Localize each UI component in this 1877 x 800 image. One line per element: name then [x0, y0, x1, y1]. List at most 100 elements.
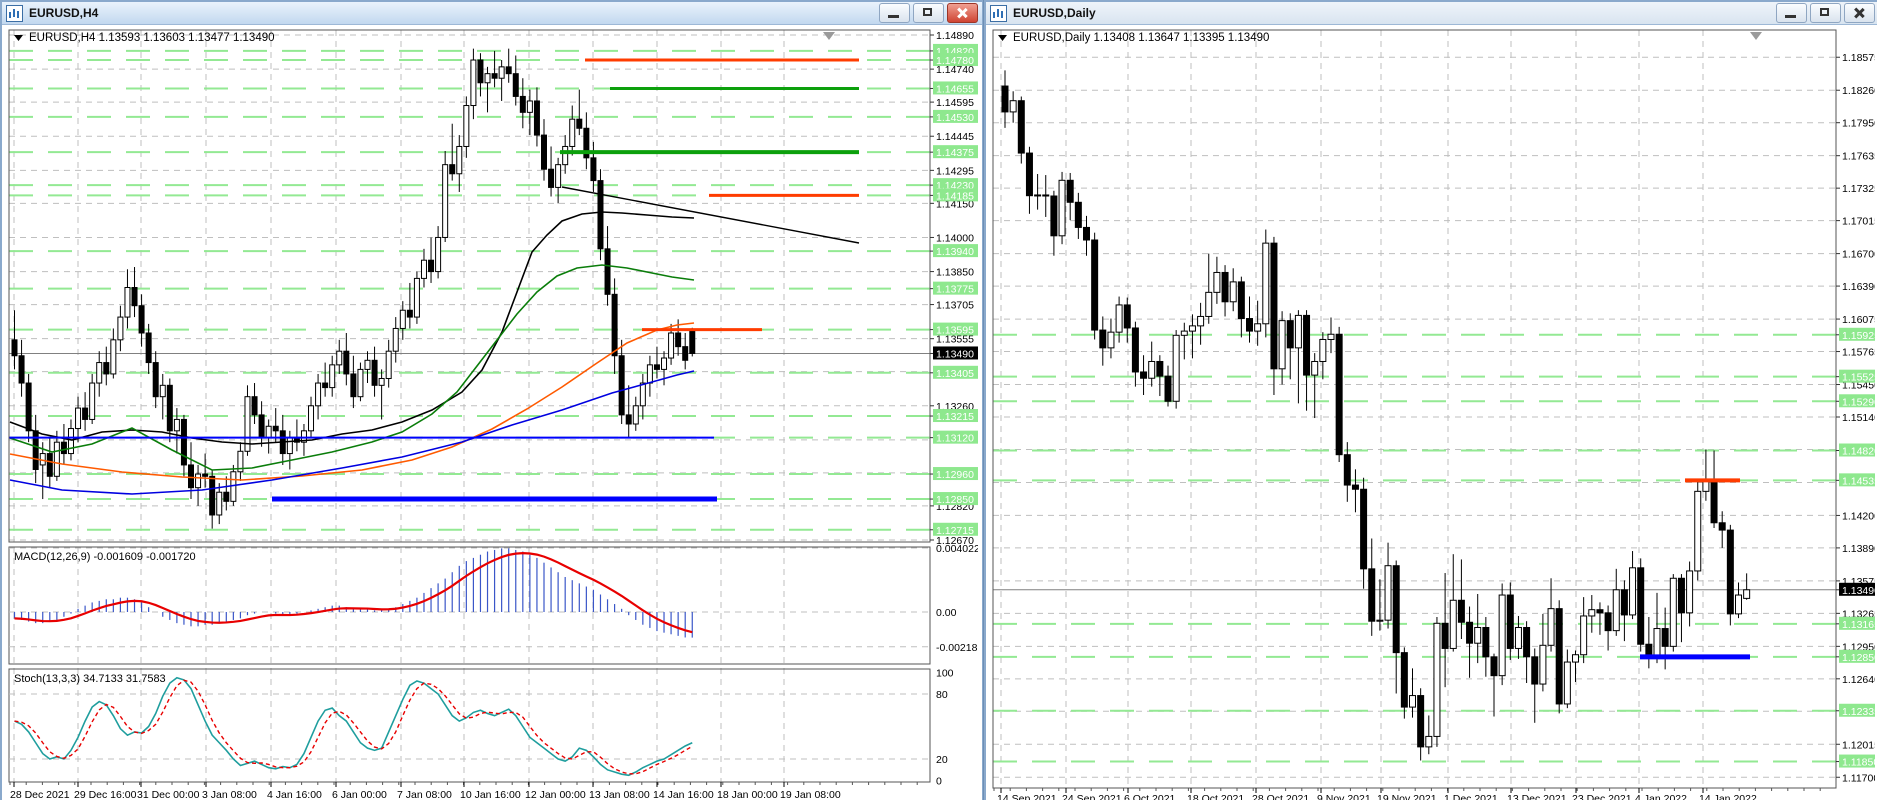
price-axis-label: 1.12640	[1842, 674, 1875, 686]
time-axis-label: 31 Dec 00:00	[137, 789, 200, 800]
daily-chart-canvas[interactable]: 1.18575 1.18260 1.17950 1.17635 1.17325 1.170…	[986, 25, 1875, 800]
time-axis-label: 14 Jan 16:00	[653, 789, 714, 800]
price-axis-label: 1.14595	[936, 97, 974, 109]
macd-axis-label: 0.004022	[936, 543, 978, 555]
pane-borders	[992, 29, 1837, 789]
price-axis-label: 1.13555	[936, 334, 974, 346]
close-button[interactable]	[947, 3, 978, 23]
current-price-badge: 1.13490	[936, 348, 974, 360]
sr-price-badge: 1.14185	[936, 190, 974, 202]
time-axis-label: 7 Jan 08:00	[397, 789, 452, 800]
minimize-button[interactable]	[1776, 3, 1807, 23]
time-axis-label: 10 Jan 16:00	[460, 789, 521, 800]
restore-button[interactable]	[1810, 3, 1841, 23]
time-axis-label: 28 Dec 2021	[10, 789, 70, 800]
descending-trendline[interactable]	[561, 186, 860, 244]
price-level-lines	[9, 58, 859, 502]
time-axis-label: 28 Oct 2021	[1252, 793, 1309, 800]
time-axis-label: 29 Dec 16:00	[74, 789, 137, 800]
time-axis-label: 1 Dec 2021	[1444, 793, 1498, 800]
window-title: EURUSD,Daily	[1013, 6, 1096, 20]
chart-shift-marker-icon[interactable]	[1750, 32, 1762, 40]
time-axis-label: 19 Nov 2021	[1377, 793, 1437, 800]
restore-icon	[1820, 8, 1829, 16]
current-price-badge: 1.13490	[1842, 585, 1875, 597]
stoch-axis-label: 20	[936, 754, 948, 766]
chart-client-daily[interactable]: 1.18575 1.18260 1.17950 1.17635 1.17325 1.170…	[986, 25, 1877, 800]
price-axis-label: 1.18575	[1842, 52, 1875, 64]
restore-button[interactable]	[913, 3, 944, 23]
sr-price-badge: 1.15290	[1842, 396, 1875, 408]
sr-price-badge: 1.15925	[1842, 330, 1875, 342]
titlebar-h4[interactable]: EURUSD,H4	[2, 2, 982, 25]
time-axis-label: 4 Jan 16:00	[267, 789, 322, 800]
sr-price-badge: 1.14530	[936, 112, 974, 124]
price-axis: 1.14890 1.14740 1.14595 1.14445 1.14295 1.141…	[930, 30, 978, 788]
ma-green	[9, 264, 695, 471]
price-axis-label: 1.17015	[1842, 216, 1875, 228]
time-axis-label: 19 Jan 08:00	[780, 789, 841, 800]
price-axis-label: 1.15140	[1842, 412, 1875, 424]
symbol-dropdown-arrow-icon[interactable]	[14, 35, 23, 41]
stochastic-pane	[9, 693, 930, 760]
time-axis-label: 14 Jan 2022	[1699, 793, 1757, 800]
stoch-axis-label: 80	[936, 689, 948, 701]
time-axis-label: 13 Jan 08:00	[589, 789, 650, 800]
sr-price-badge: 1.13595	[936, 325, 974, 337]
price-axis-label: 1.14000	[936, 232, 974, 244]
chart-window-daily[interactable]: EURUSD,Daily 1.18575 1.18260 1.17950 1.1763…	[984, 0, 1877, 800]
h4-chart-canvas[interactable]: MACD(12,26,9) -0.001609 -0.001720 Stoch(1…	[2, 25, 978, 800]
price-axis-label: 1.12015	[1842, 739, 1875, 751]
close-icon	[948, 4, 977, 22]
sr-price-badge: 1.13165	[1842, 619, 1875, 631]
time-axis-label: 9 Nov 2021	[1317, 793, 1371, 800]
stoch-axis-label: 0	[936, 776, 942, 788]
price-axis-label: 1.15765	[1842, 347, 1875, 359]
price-axis-label: 1.12670	[936, 535, 974, 547]
chart-client-h4[interactable]: MACD(12,26,9) -0.001609 -0.001720 Stoch(1…	[2, 25, 982, 800]
chart-icon	[990, 4, 1007, 22]
ma-black	[9, 211, 695, 445]
price-level-lines	[1640, 478, 1750, 660]
sr-price-badge: 1.14535	[1842, 475, 1875, 487]
price-axis-label: 1.14200	[1842, 510, 1875, 522]
macd-signal-line	[14, 552, 693, 634]
pane-borders	[8, 29, 931, 783]
sr-price-badge: 1.15525	[1842, 372, 1875, 384]
support-resistance-dashed-lines	[9, 49, 930, 531]
horizontal-gridlines	[9, 34, 930, 541]
price-axis-label: 1.14890	[936, 30, 974, 42]
sr-price-badge: 1.14820	[1842, 446, 1875, 458]
time-axis-label: 23 Dec 2021	[1572, 793, 1632, 800]
price-axis-label: 1.13890	[1842, 543, 1875, 555]
price-axis-label: 1.16075	[1842, 314, 1875, 326]
time-axis-label: 3 Jan 08:00	[202, 789, 257, 800]
time-axis: 14 Sep 2021 24 Sep 2021 6 Oct 2021 18 Oct 2…	[993, 788, 1821, 800]
vertical-gridlines	[1000, 30, 1704, 788]
restore-icon	[923, 8, 932, 16]
price-axis-label: 1.13850	[936, 267, 974, 279]
stoch-indicator-label: Stoch(13,3,3) 34.7133 31.7583	[14, 673, 166, 685]
ohlc-info-text: EURUSD,Daily 1.13408 1.13647 1.13395 1.1…	[1013, 32, 1269, 44]
close-button[interactable]	[1844, 3, 1875, 23]
chart-window-h4[interactable]: EURUSD,H4 MACD(12,26,9) -0.001609 -0.001…	[0, 0, 984, 800]
price-axis-label: 1.16700	[1842, 249, 1875, 261]
sr-price-badge: 1.12335	[1842, 706, 1875, 718]
macd-axis-label: 0.00	[936, 607, 957, 619]
sr-price-badge: 1.12850	[1842, 652, 1875, 664]
ohlc-info-text: EURUSD,H4 1.13593 1.13603 1.13477 1.1349…	[29, 32, 275, 44]
price-axis-label: 1.16390	[1842, 281, 1875, 293]
time-axis-label: 14 Sep 2021	[997, 793, 1057, 800]
candles-series	[1001, 70, 1751, 761]
price-axis-label: 1.13705	[936, 300, 974, 312]
time-axis-label: 18 Jan 00:00	[717, 789, 778, 800]
chart-shift-marker-icon[interactable]	[823, 32, 835, 40]
symbol-dropdown-arrow-icon[interactable]	[998, 35, 1007, 41]
time-axis: 28 Dec 2021 29 Dec 16:00 31 Dec 00:00 3 Jan…	[9, 782, 918, 800]
horizontal-gridlines	[993, 56, 1836, 778]
time-axis-label: 6 Jan 00:00	[332, 789, 387, 800]
titlebar-daily[interactable]: EURUSD,Daily	[986, 2, 1877, 25]
chart-icon	[6, 4, 23, 22]
sr-price-badge: 1.13215	[936, 411, 974, 423]
minimize-button[interactable]	[879, 3, 910, 23]
